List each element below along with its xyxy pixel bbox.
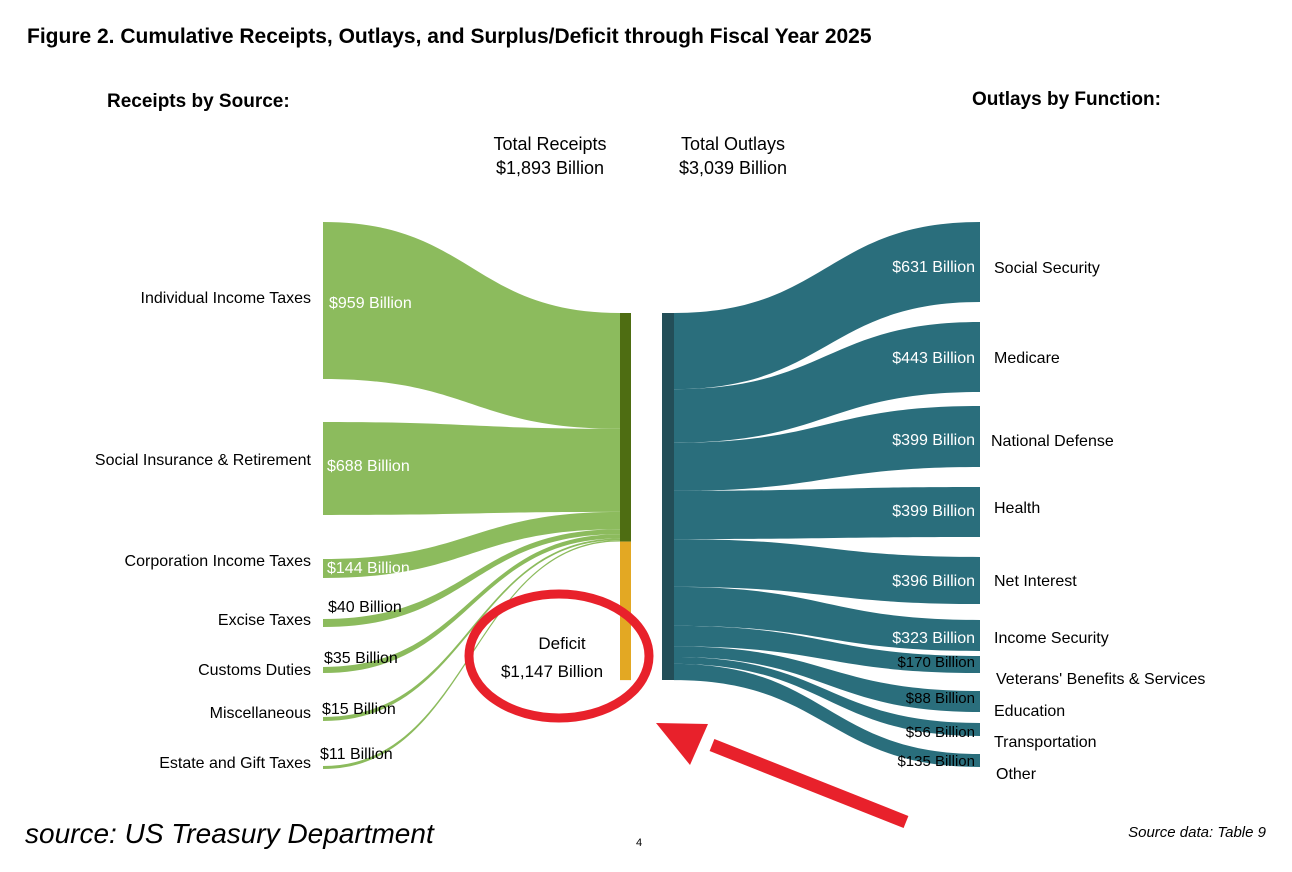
receipts-heading: Receipts by Source: (107, 91, 290, 112)
outlay-value-label: $88 Billion (906, 690, 975, 707)
total-receipts-bar (620, 313, 631, 542)
source-data-note: Source data: Table 9 (1128, 824, 1267, 841)
total-receipts-value: $1,893 Billion (496, 158, 604, 178)
deficit-value: $1,147 Billion (501, 662, 603, 681)
total-bars (620, 313, 674, 681)
outlay-function-label: Medicare (994, 350, 1060, 367)
outlay-function-label: Income Security (994, 630, 1109, 647)
outlay-function-label: Education (994, 703, 1065, 720)
outlay-value-label: $631 Billion (892, 259, 975, 276)
source-attribution: source: US Treasury Department (25, 818, 435, 849)
receipt-source-label: Estate and Gift Taxes (159, 755, 311, 772)
outlay-value-label: $170 Billion (897, 654, 975, 671)
outlay-flow-transportation (674, 657, 980, 736)
chart-title: Figure 2. Cumulative Receipts, Outlays, … (27, 25, 872, 48)
outlay-value-label: $135 Billion (897, 753, 975, 770)
red-arrow-annotation (656, 723, 909, 829)
outlay-function-label: Net Interest (994, 573, 1077, 590)
outlay-flow-national-defense (674, 406, 980, 491)
outlays-heading: Outlays by Function: (972, 89, 1161, 110)
outlay-function-label: Transportation (994, 734, 1097, 751)
outlay-value-label: $399 Billion (892, 503, 975, 520)
outlay-function-label: Other (996, 766, 1037, 783)
receipt-source-label: Social Insurance & Retirement (95, 452, 312, 469)
page-number: 4 (636, 837, 642, 849)
outlay-value-label: $56 Billion (906, 724, 975, 741)
receipt-value-label: $688 Billion (327, 458, 410, 475)
receipt-source-label: Individual Income Taxes (141, 290, 311, 307)
receipt-labels: Individual Income Taxes $959 Billion Socia… (95, 290, 412, 772)
outlay-flow-health (674, 487, 980, 540)
outlay-function-label: National Defense (991, 433, 1114, 450)
outlay-value-label: $396 Billion (892, 573, 975, 590)
total-outlays-label: Total Outlays (681, 134, 785, 154)
outlay-function-label: Veterans' Benefits & Services (996, 671, 1205, 688)
outlay-value-label: $399 Billion (892, 432, 975, 449)
receipt-value-label: $11 Billion (320, 746, 393, 763)
outlay-flow-other (674, 663, 980, 767)
outlay-flow-veterans-benefits-and-services (674, 625, 980, 673)
outlay-value-label: $323 Billion (892, 630, 975, 647)
outlay-flow-net-interest (674, 539, 980, 604)
receipt-source-label: Corporation Income Taxes (125, 553, 311, 570)
receipt-flow-miscellaneous (323, 538, 620, 721)
receipt-flow-corporation-income-taxes (323, 511, 620, 578)
receipt-value-label: $959 Billion (329, 295, 412, 312)
receipt-value-label: $40 Billion (328, 599, 402, 616)
outlay-flow-medicare (674, 322, 980, 443)
receipt-flow-social-insurance-and-retirement (323, 422, 620, 515)
receipt-source-label: Customs Duties (198, 662, 311, 679)
outlay-flow-income-security (674, 586, 980, 651)
receipt-source-label: Miscellaneous (210, 705, 311, 722)
receipt-source-label: Excise Taxes (218, 612, 311, 629)
receipt-value-label: $144 Billion (327, 560, 410, 577)
outlay-labels: $631 Billion Social Security $443 Billion M… (892, 259, 1205, 783)
outlay-value-label: $443 Billion (892, 350, 975, 367)
outlay-function-label: Health (994, 500, 1040, 517)
outlay-flow-education (674, 646, 980, 712)
receipt-flow-excise-taxes (323, 529, 620, 627)
outlay-function-label: Social Security (994, 260, 1100, 277)
receipt-flow-customs-duties (323, 534, 620, 673)
outlay-flow-social-security (674, 222, 980, 390)
total-outlays-bar (662, 313, 674, 680)
total-receipts-label: Total Receipts (493, 134, 606, 154)
deficit-highlight-circle (464, 589, 654, 723)
deficit-label: Deficit (538, 634, 586, 653)
receipt-value-label: $35 Billion (324, 650, 398, 667)
receipt-flow-individual-income-taxes (323, 222, 620, 429)
receipt-value-label: $15 Billion (322, 701, 396, 718)
outlay-flows (674, 222, 980, 767)
total-outlays-value: $3,039 Billion (679, 158, 787, 178)
